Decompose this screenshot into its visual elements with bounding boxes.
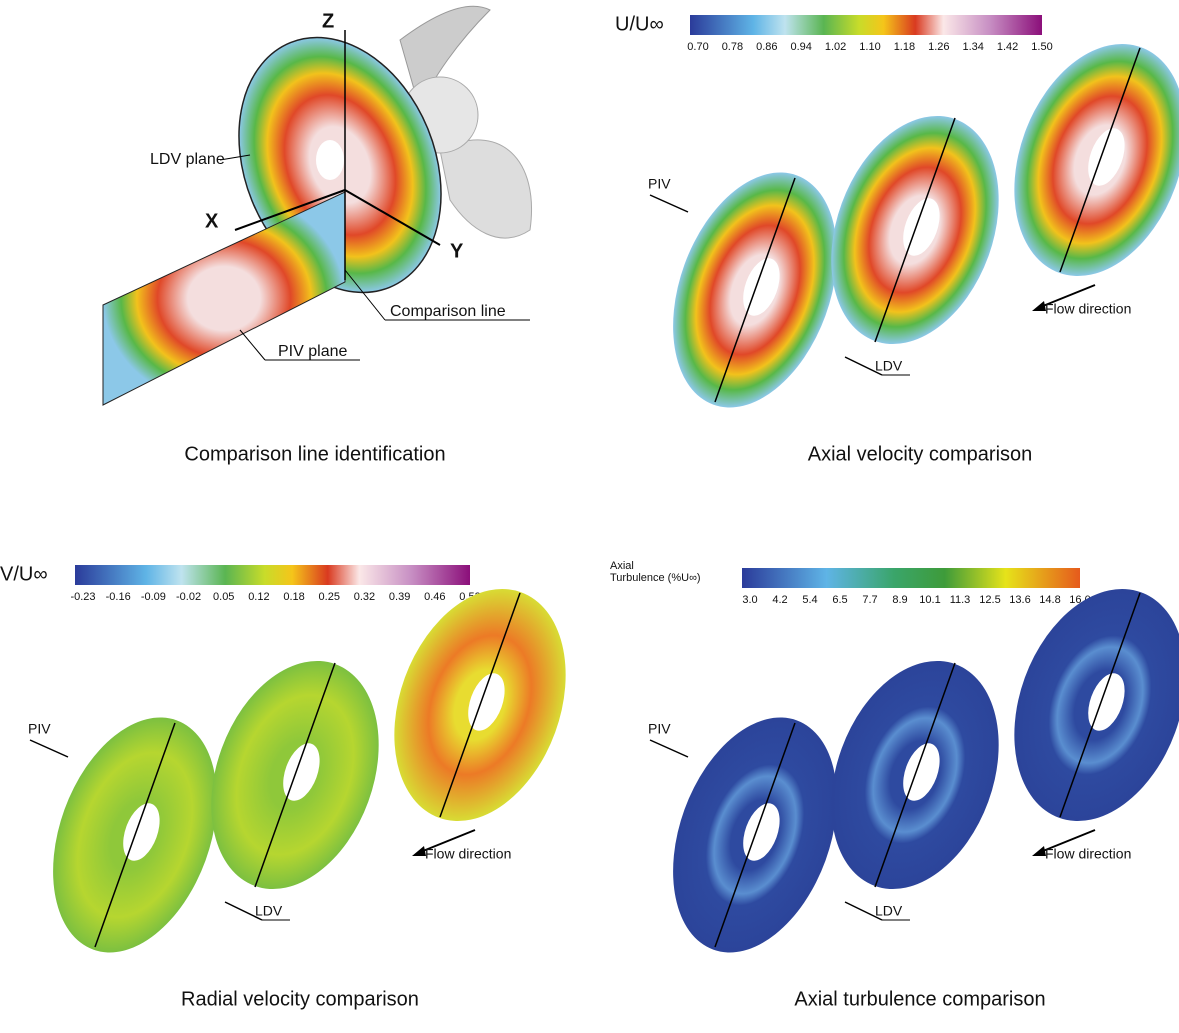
disk: [984, 565, 1179, 845]
colorbar-tick-label: 0.32: [354, 591, 375, 603]
label: Comparison line: [390, 303, 506, 320]
caption: Axial turbulence comparison: [794, 988, 1045, 1010]
label: LDV: [255, 903, 283, 919]
colorbar-tick-label: 0.70: [687, 41, 708, 53]
arrow-head: [1032, 846, 1046, 856]
label: LDV: [875, 358, 903, 374]
label: Flow direction: [1045, 301, 1131, 317]
colorbar-tick-label: 0.05: [213, 591, 234, 603]
colorbar-title: U/U∞: [615, 13, 664, 35]
label: PIV: [648, 176, 671, 192]
axis-label: Y: [450, 240, 464, 262]
caption: Axial velocity comparison: [808, 443, 1033, 465]
leader: [650, 195, 688, 212]
colorbar: [75, 565, 470, 585]
colorbar-tick-label: 0.78: [722, 41, 743, 53]
colorbar-title: Axial: [610, 560, 634, 572]
colorbar-tick-label: 0.86: [756, 41, 777, 53]
colorbar-title: Turbulence (%U∞): [610, 572, 701, 584]
axis-label: Z: [322, 10, 334, 32]
colorbar-tick-label: 12.5: [979, 594, 1000, 606]
label: LDV: [875, 903, 903, 919]
colorbar-tick-label: 1.26: [928, 41, 949, 53]
colorbar: [742, 568, 1080, 588]
colorbar-tick-label: 1.02: [825, 41, 846, 53]
colorbar-tick-label: 7.7: [862, 594, 877, 606]
colorbar-tick-label: 0.12: [248, 591, 269, 603]
label: PIV: [648, 721, 671, 737]
arrow-head: [1032, 301, 1046, 311]
label: PIV plane: [278, 343, 347, 360]
caption: Radial velocity comparison: [181, 988, 419, 1010]
colorbar-tick-label: 14.8: [1039, 594, 1060, 606]
figure: Z X Y LDV plane Comparison line PIV plan…: [0, 0, 1179, 1033]
caption: Comparison line identification: [184, 443, 445, 465]
colorbar-tick-label: 11.3: [950, 594, 971, 606]
colorbar-tick-label: 6.5: [832, 594, 847, 606]
colorbar-tick-label: -0.09: [141, 591, 166, 603]
colorbar-tick-label: 0.94: [790, 41, 811, 53]
colorbar: [690, 15, 1042, 35]
leader: [650, 740, 688, 757]
colorbar-tick-label: -0.23: [70, 591, 95, 603]
leader: [30, 740, 68, 757]
colorbar-tick-label: 5.4: [802, 594, 817, 606]
disk: [984, 20, 1179, 300]
colorbar-tick-label: -0.16: [106, 591, 131, 603]
colorbar-tick-label: 10.1: [919, 594, 940, 606]
colorbar-tick-label: 3.0: [742, 594, 757, 606]
colorbar-tick-label: 0.18: [283, 591, 304, 603]
colorbar-tick-label: 1.42: [997, 41, 1018, 53]
colorbar-tick-label: 1.18: [894, 41, 915, 53]
colorbar-tick-label: 0.46: [424, 591, 445, 603]
colorbar-tick-label: 4.2: [772, 594, 787, 606]
label: LDV plane: [150, 151, 225, 168]
label: Flow direction: [1045, 846, 1131, 862]
colorbar-tick-label: 0.39: [389, 591, 410, 603]
colorbar-tick-label: 1.34: [962, 41, 983, 53]
colorbar-tick-label: 8.9: [892, 594, 907, 606]
colorbar-tick-label: 0.25: [319, 591, 340, 603]
label: Flow direction: [425, 846, 511, 862]
arrow-head: [412, 846, 426, 856]
colorbar-tick-label: -0.02: [176, 591, 201, 603]
label: PIV: [28, 721, 51, 737]
colorbar-tick-label: 1.50: [1031, 41, 1052, 53]
colorbar-title: V/U∞: [0, 563, 48, 585]
colorbar-tick-label: 13.6: [1009, 594, 1030, 606]
axis-label: X: [205, 210, 219, 232]
colorbar-tick-label: 1.10: [859, 41, 880, 53]
